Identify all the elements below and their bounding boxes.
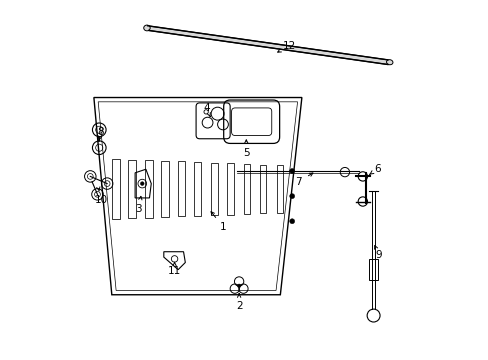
Circle shape: [289, 168, 294, 174]
Text: 11: 11: [167, 266, 181, 276]
Bar: [194, 162, 201, 216]
Circle shape: [340, 167, 349, 177]
Text: 5: 5: [243, 148, 249, 158]
Bar: [276, 165, 282, 213]
Bar: [128, 159, 136, 218]
Bar: [243, 164, 250, 214]
Bar: [226, 163, 233, 215]
Bar: [210, 163, 217, 215]
Bar: [368, 259, 377, 280]
Polygon shape: [147, 26, 387, 64]
Bar: [144, 160, 152, 218]
Bar: [161, 161, 168, 217]
Circle shape: [289, 194, 294, 199]
Text: 2: 2: [235, 301, 242, 311]
Text: 4: 4: [203, 103, 210, 113]
Text: 9: 9: [375, 250, 382, 260]
Text: 3: 3: [135, 204, 142, 214]
Circle shape: [237, 284, 241, 288]
Bar: [260, 165, 266, 213]
Text: 12: 12: [282, 41, 295, 50]
Bar: [111, 159, 120, 219]
Text: 7: 7: [294, 177, 301, 187]
Circle shape: [140, 182, 144, 185]
Text: 8: 8: [98, 127, 104, 136]
Ellipse shape: [143, 25, 150, 31]
Circle shape: [289, 219, 294, 224]
Text: 1: 1: [219, 222, 226, 231]
Text: 10: 10: [94, 195, 107, 205]
Text: 6: 6: [373, 164, 380, 174]
Bar: [177, 162, 185, 216]
Ellipse shape: [386, 60, 392, 65]
